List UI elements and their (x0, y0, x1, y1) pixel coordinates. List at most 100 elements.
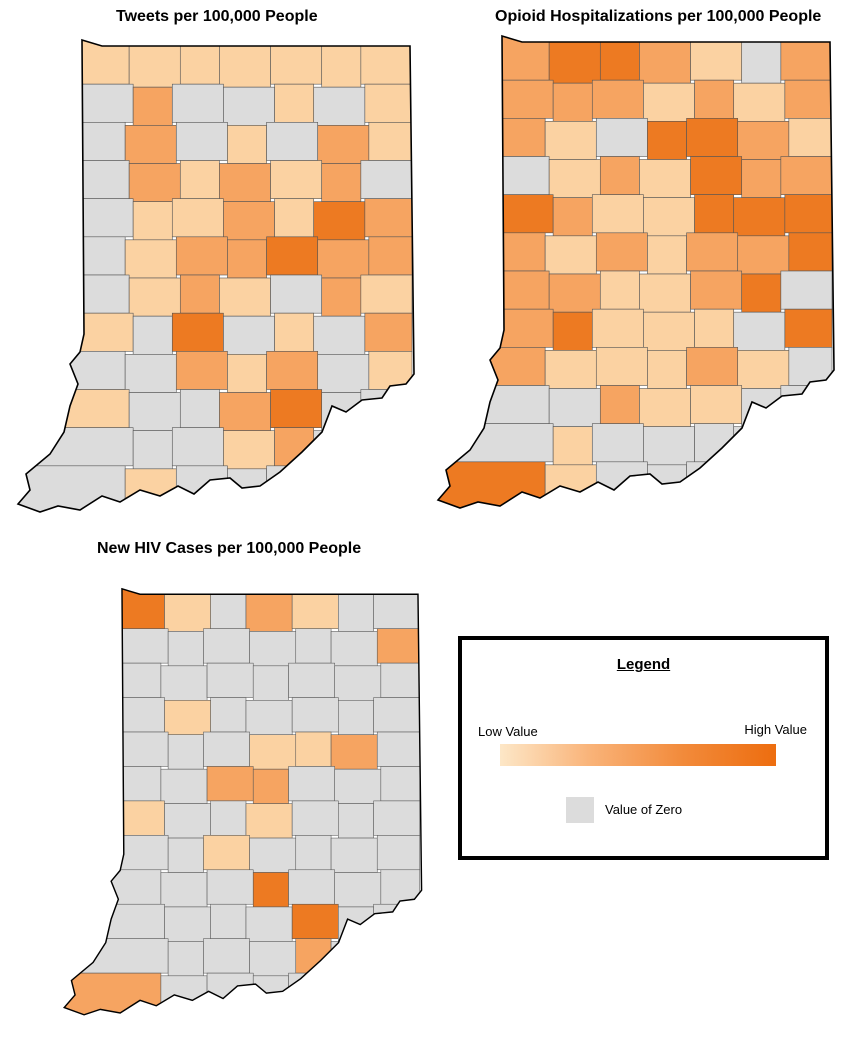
county-cell (128, 163, 181, 202)
county-cell (227, 239, 267, 279)
county-cell (544, 121, 597, 160)
county-cell (595, 232, 648, 272)
county-cell (203, 835, 250, 871)
county-cell (132, 430, 173, 470)
county-cell (599, 385, 640, 424)
county-cell (64, 662, 162, 698)
county-cell (737, 121, 790, 160)
county-cell (368, 465, 413, 512)
county-cell (330, 837, 378, 873)
county-cell (203, 731, 250, 767)
county-cell (368, 236, 413, 276)
county-cell (330, 631, 378, 667)
county-cell (338, 700, 374, 735)
county-cell (128, 392, 181, 431)
county-cell (128, 277, 181, 317)
county-cell (64, 731, 169, 767)
county-cell (175, 122, 228, 161)
county-cell (132, 315, 173, 355)
county-cell (373, 800, 421, 836)
county-cell (175, 236, 228, 276)
county-cell (249, 941, 297, 977)
county-cell (132, 86, 173, 126)
county-cell (438, 423, 554, 463)
county-cell (380, 869, 421, 905)
county-cell (338, 906, 374, 942)
legend-zero-swatch (566, 797, 594, 823)
county-cell (274, 83, 315, 123)
county-cell (788, 118, 833, 157)
county-cell (288, 662, 335, 698)
county-cell (223, 315, 275, 355)
county-cell (317, 468, 370, 512)
county-cell (380, 972, 421, 1015)
county-cell (376, 731, 421, 767)
county-cell (266, 236, 319, 276)
indiana-map-tweets (16, 38, 415, 513)
county-cell (364, 198, 413, 238)
county-cell (438, 36, 550, 81)
county-cell (270, 389, 323, 428)
county-cell (18, 40, 130, 85)
county-cell (784, 194, 833, 234)
county-cell (171, 312, 224, 352)
county-cell (380, 662, 421, 698)
county-cell (321, 277, 362, 317)
county-cell (18, 351, 126, 390)
county-cell (599, 36, 640, 81)
county-cell (206, 972, 254, 1015)
county-cell (64, 628, 169, 664)
county-cell (64, 835, 169, 871)
county-cell (171, 198, 224, 238)
county-cell (164, 700, 211, 735)
county-cell (18, 236, 126, 276)
county-cell (595, 118, 648, 157)
county-cell (784, 79, 833, 119)
county-cell (643, 82, 695, 122)
county-cell (733, 82, 786, 122)
county-cell (245, 700, 293, 735)
county-cell (175, 465, 228, 512)
county-cell (179, 160, 220, 199)
county-cell (206, 662, 254, 698)
county-cell (788, 347, 833, 386)
county-cell (438, 308, 554, 348)
county-cell (321, 392, 362, 431)
county-cell (245, 803, 293, 839)
county-cell (334, 872, 382, 908)
county-cell (548, 159, 601, 198)
county-cell (291, 903, 339, 939)
county-cell (360, 274, 413, 314)
state-outline (16, 38, 415, 513)
county-cell (179, 40, 220, 85)
county-cell (64, 938, 169, 974)
county-cell (360, 160, 413, 199)
county-cell (544, 350, 597, 389)
county-cell (338, 803, 374, 839)
county-cell (313, 315, 366, 355)
county-cell (252, 975, 289, 1015)
county-cell (780, 156, 833, 195)
indiana-map-opioid (436, 34, 835, 509)
county-cell (373, 903, 421, 939)
county-cell (266, 351, 319, 390)
county-cell (376, 938, 421, 974)
county-cell (647, 350, 687, 389)
county-cell (552, 82, 593, 122)
county-cell (686, 118, 739, 157)
legend-high-label: High Value (744, 722, 807, 737)
legend-color-ramp (500, 744, 776, 766)
county-cell (780, 270, 833, 310)
county-cell (64, 766, 162, 802)
county-cell (438, 156, 550, 195)
county-cell (227, 354, 267, 393)
county-cell (741, 273, 782, 313)
county-cell (438, 194, 554, 234)
county-cell (376, 835, 421, 871)
county-cell (167, 631, 204, 667)
county-cell (595, 347, 648, 386)
county-cell (270, 160, 323, 199)
county-cell (364, 83, 413, 123)
county-cell (784, 423, 833, 463)
county-cell (591, 308, 644, 348)
